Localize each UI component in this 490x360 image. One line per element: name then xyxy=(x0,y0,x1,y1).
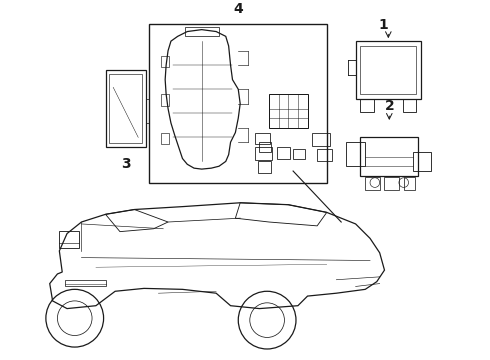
Bar xyxy=(105,70,146,147)
Bar xyxy=(277,147,290,158)
Bar xyxy=(317,149,332,161)
Bar xyxy=(361,138,418,176)
Bar xyxy=(403,99,416,112)
Bar xyxy=(346,142,365,166)
Bar xyxy=(269,94,308,128)
Text: 1: 1 xyxy=(379,18,389,32)
Bar xyxy=(161,132,169,144)
Bar xyxy=(149,24,327,183)
Bar xyxy=(255,147,272,161)
Bar xyxy=(109,74,142,143)
Bar xyxy=(312,132,330,146)
Text: 4: 4 xyxy=(233,2,243,16)
Bar xyxy=(404,177,415,190)
Bar xyxy=(255,132,270,144)
Bar xyxy=(161,94,169,105)
Bar xyxy=(385,177,399,190)
Bar xyxy=(361,99,374,112)
Bar xyxy=(293,149,305,158)
Bar xyxy=(365,177,380,190)
Bar xyxy=(414,152,431,171)
Bar xyxy=(356,41,421,99)
Bar xyxy=(59,231,78,248)
Text: 3: 3 xyxy=(121,157,130,171)
Bar xyxy=(185,27,219,36)
Bar xyxy=(161,55,169,67)
Text: 2: 2 xyxy=(385,99,394,113)
Bar xyxy=(361,46,416,94)
Bar xyxy=(258,161,271,173)
Bar xyxy=(259,142,271,152)
